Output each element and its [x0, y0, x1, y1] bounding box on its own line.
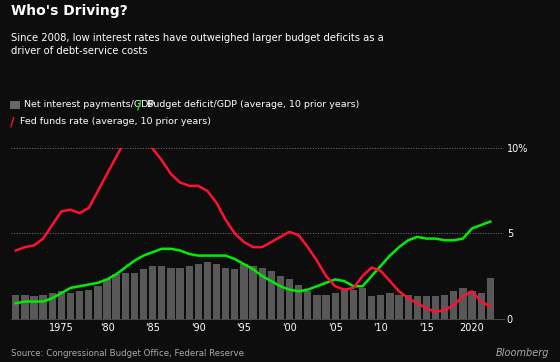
Bar	[386, 293, 394, 319]
Text: Source: Congressional Budget Office, Federal Reserve: Source: Congressional Budget Office, Fed…	[11, 349, 244, 358]
Text: Bloomberg: Bloomberg	[495, 348, 549, 358]
Bar	[76, 291, 83, 319]
Bar	[140, 269, 147, 319]
Bar	[313, 295, 320, 319]
Bar	[423, 296, 430, 319]
Bar	[85, 290, 92, 319]
Bar	[67, 293, 74, 319]
Bar	[58, 291, 65, 319]
Bar	[368, 296, 375, 319]
Bar	[450, 291, 458, 319]
Bar	[94, 286, 101, 319]
Bar	[40, 295, 47, 319]
Bar	[49, 293, 56, 319]
Bar	[377, 295, 385, 319]
Bar	[231, 269, 239, 319]
Bar	[104, 279, 111, 319]
Bar	[149, 266, 156, 319]
Bar	[204, 262, 211, 319]
Bar	[122, 273, 129, 319]
Bar	[213, 264, 220, 319]
Bar	[395, 295, 403, 319]
Bar	[249, 266, 256, 319]
Bar	[268, 271, 275, 319]
Bar	[414, 296, 421, 319]
Bar	[277, 276, 284, 319]
Bar	[240, 264, 248, 319]
Bar	[12, 295, 20, 319]
Bar	[468, 291, 475, 319]
Bar	[340, 290, 348, 319]
Bar	[478, 293, 485, 319]
Bar	[286, 279, 293, 319]
Text: /: /	[10, 115, 15, 129]
Text: Since 2008, low interest rates have outweighed larger budget deficits as a
drive: Since 2008, low interest rates have outw…	[11, 33, 384, 56]
Bar	[259, 268, 266, 319]
Bar	[158, 266, 165, 319]
Bar	[21, 295, 29, 319]
Bar	[323, 295, 330, 319]
Bar	[441, 295, 449, 319]
Bar	[487, 278, 494, 319]
Bar	[459, 288, 466, 319]
Text: /: /	[137, 98, 142, 111]
Bar	[185, 266, 193, 319]
Bar	[332, 293, 339, 319]
Bar	[30, 296, 38, 319]
Text: Who's Driving?: Who's Driving?	[11, 4, 128, 18]
Bar	[113, 274, 120, 319]
Bar	[432, 296, 439, 319]
Bar	[176, 268, 184, 319]
Bar	[350, 290, 357, 319]
Bar	[304, 291, 311, 319]
Text: Net interest payments/GDP: Net interest payments/GDP	[24, 100, 154, 109]
Bar	[295, 285, 302, 319]
Bar	[167, 268, 175, 319]
Bar	[130, 273, 138, 319]
Bar	[222, 268, 229, 319]
Text: Budget deficit/GDP (average, 10 prior years): Budget deficit/GDP (average, 10 prior ye…	[147, 100, 359, 109]
Text: Fed funds rate (average, 10 prior years): Fed funds rate (average, 10 prior years)	[20, 118, 211, 126]
Bar	[404, 295, 412, 319]
Bar	[359, 288, 366, 319]
Bar	[10, 101, 20, 109]
Bar	[195, 264, 202, 319]
